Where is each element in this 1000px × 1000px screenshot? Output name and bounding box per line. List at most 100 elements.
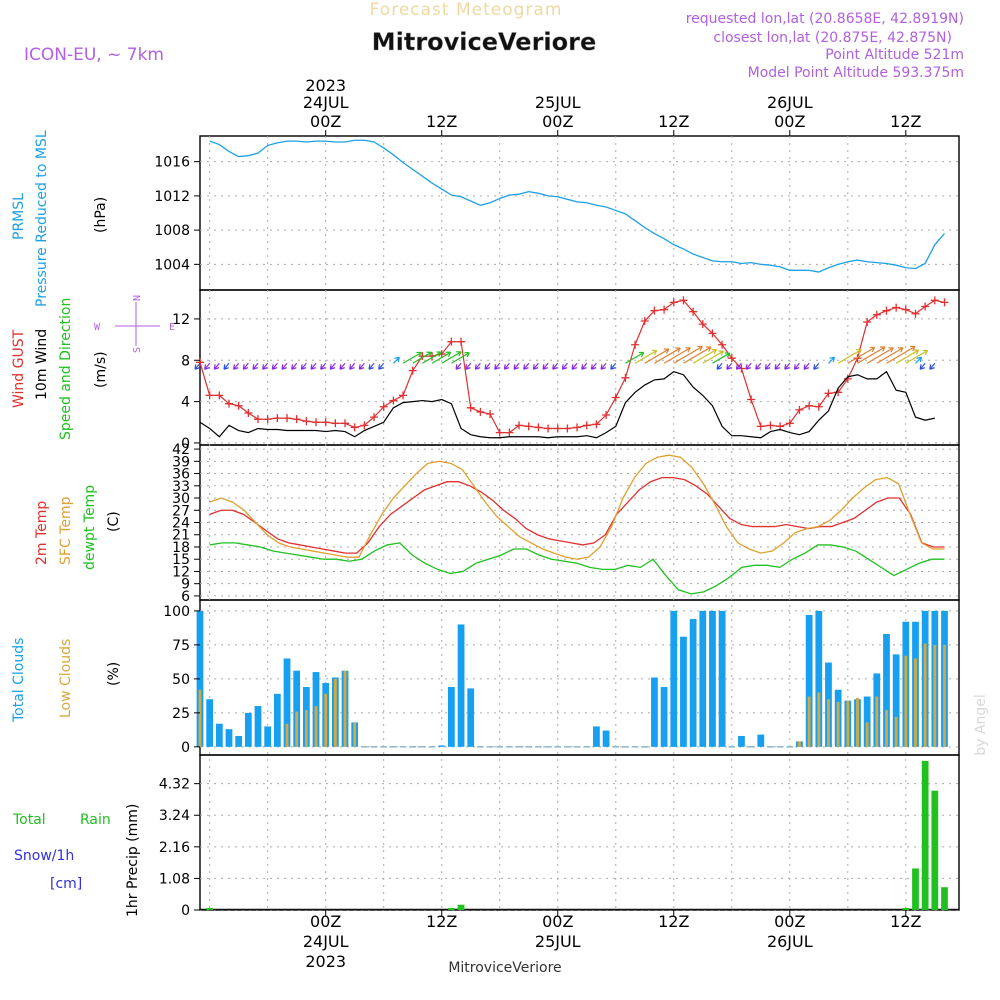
low-cloud-bar: [856, 697, 859, 747]
wind-direction-arrow: [702, 350, 725, 364]
total-cloud-bar: [699, 610, 707, 747]
tick-labels: 1004100810121016048126912151821242730333…: [154, 155, 200, 919]
wind-gust-marker: [921, 302, 930, 311]
wind-direction-arrow: [320, 362, 327, 370]
y-tick-label: 8: [181, 353, 190, 369]
wind-gust-marker: [940, 298, 949, 307]
wind-gust-marker: [399, 391, 408, 400]
wind-gust-marker: [457, 337, 466, 346]
label-2m-temp: 2m Temp: [34, 501, 50, 565]
wind-gust-marker: [795, 405, 804, 414]
total-cloud-bar: [225, 729, 233, 747]
wind-gust-marker: [534, 423, 543, 432]
time-label-bottom: 24JUL: [303, 932, 349, 951]
wind-direction-arrow: [905, 349, 929, 364]
wind-direction-arrow: [857, 346, 886, 364]
total-cloud-bar: [457, 624, 465, 747]
wind-gust-marker: [805, 401, 814, 410]
time-label-top: 00Z: [542, 112, 573, 131]
total-cloud-bar: [660, 687, 668, 747]
label-snow: Snow/1h: [14, 848, 74, 864]
wind-direction-arrow: [329, 362, 336, 370]
wind-gust-marker: [263, 415, 272, 424]
y-tick-label: 18: [172, 540, 190, 556]
wind-gust-marker: [582, 421, 591, 430]
wind-direction-arrow: [886, 345, 916, 364]
y-tick-label: 9: [181, 577, 190, 593]
y-tick-label: 33: [172, 479, 190, 495]
wind-gust-marker: [544, 424, 553, 433]
wind-direction-arrow: [692, 348, 718, 364]
time-label-bottom: 00Z: [542, 912, 573, 931]
wind-direction-arrow: [441, 351, 462, 364]
wind-direction-arrow: [402, 351, 422, 364]
y-tick-label: 12: [172, 564, 190, 580]
compass-s: S: [132, 347, 143, 353]
wind-direction-arrow: [837, 349, 862, 364]
wind-direction-arrow: [929, 362, 936, 370]
y-tick-label: 50: [172, 672, 190, 688]
wind-direction-arrow: [262, 362, 269, 370]
wind-gust-marker: [389, 396, 398, 405]
wind-gust-marker: [553, 424, 562, 433]
label-ms: (m/s): [93, 351, 109, 388]
total-cloud-bar: [593, 726, 600, 747]
y-tick-label: 15: [172, 552, 190, 568]
wind-gust-marker: [312, 418, 321, 427]
total-cloud-bar: [892, 654, 900, 747]
wind-direction-arrow: [735, 362, 742, 370]
rain-bar: [206, 908, 214, 910]
y-tick-label: 6: [181, 589, 190, 605]
wind-direction-arrow: [919, 362, 926, 370]
wind-direction-arrow: [194, 362, 201, 370]
y-tick-label: 100: [163, 604, 190, 620]
label-pressure-msl: Pressure Reduced to MSL: [34, 130, 50, 307]
wind-direction-arrow: [683, 346, 712, 364]
wind-direction-arrow: [915, 356, 923, 364]
low-cloud-bar: [798, 741, 801, 747]
wind-gust-marker: [824, 389, 833, 398]
wind-gust-marker: [708, 329, 717, 338]
y-tick-label: 1.08: [159, 871, 190, 887]
wind-gust-marker: [486, 410, 495, 418]
wind-gust-marker: [408, 366, 417, 375]
wind-direction-arrow: [654, 347, 681, 364]
wind-direction-arrow: [784, 362, 791, 370]
wind-direction-arrow: [542, 362, 549, 370]
y-tick-label: 1004: [154, 257, 190, 273]
total-cloud-bar: [264, 726, 272, 747]
wind-direction-arrow: [412, 351, 432, 364]
wind-direction-arrow: [242, 362, 249, 370]
rain-bar: [448, 908, 455, 910]
time-label-top: 25JUL: [535, 93, 581, 112]
wind-direction-arrow: [828, 356, 836, 364]
label-total: Total: [12, 812, 46, 828]
label-rain: Rain: [80, 812, 111, 828]
wind-direction-arrow: [590, 362, 597, 370]
low-cloud-bar: [875, 696, 879, 747]
wind-direction-arrow: [300, 362, 307, 370]
wind-gust-marker: [302, 417, 311, 426]
wind-gust-marker: [650, 306, 659, 315]
y-tick-label: 4.32: [159, 777, 190, 793]
low-cloud-bar: [836, 701, 840, 747]
y-tick-label: 1012: [154, 189, 190, 205]
y-tick-label: 42: [172, 442, 190, 458]
y-tick-label: 12: [172, 312, 190, 328]
wind-gust-marker: [872, 310, 881, 319]
time-label-top: 12Z: [658, 112, 689, 131]
wind-gust-marker: [747, 395, 756, 404]
wind-gust-marker: [524, 422, 533, 431]
wind-direction-arrow: [726, 362, 733, 370]
low-cloud-bar: [914, 658, 917, 747]
y-tick-label: 1008: [154, 223, 190, 239]
wind-direction-arrow: [233, 362, 240, 370]
wind-gust-marker: [863, 318, 872, 327]
wind-gust-marker: [766, 421, 775, 430]
wind-gust-marker: [360, 421, 369, 430]
y-tick-label: 0: [181, 903, 190, 919]
total-cloud-bar: [215, 723, 223, 747]
wind-gust-marker: [563, 424, 572, 433]
wind-direction-arrow: [271, 362, 278, 370]
wind-gust-marker: [466, 403, 475, 412]
